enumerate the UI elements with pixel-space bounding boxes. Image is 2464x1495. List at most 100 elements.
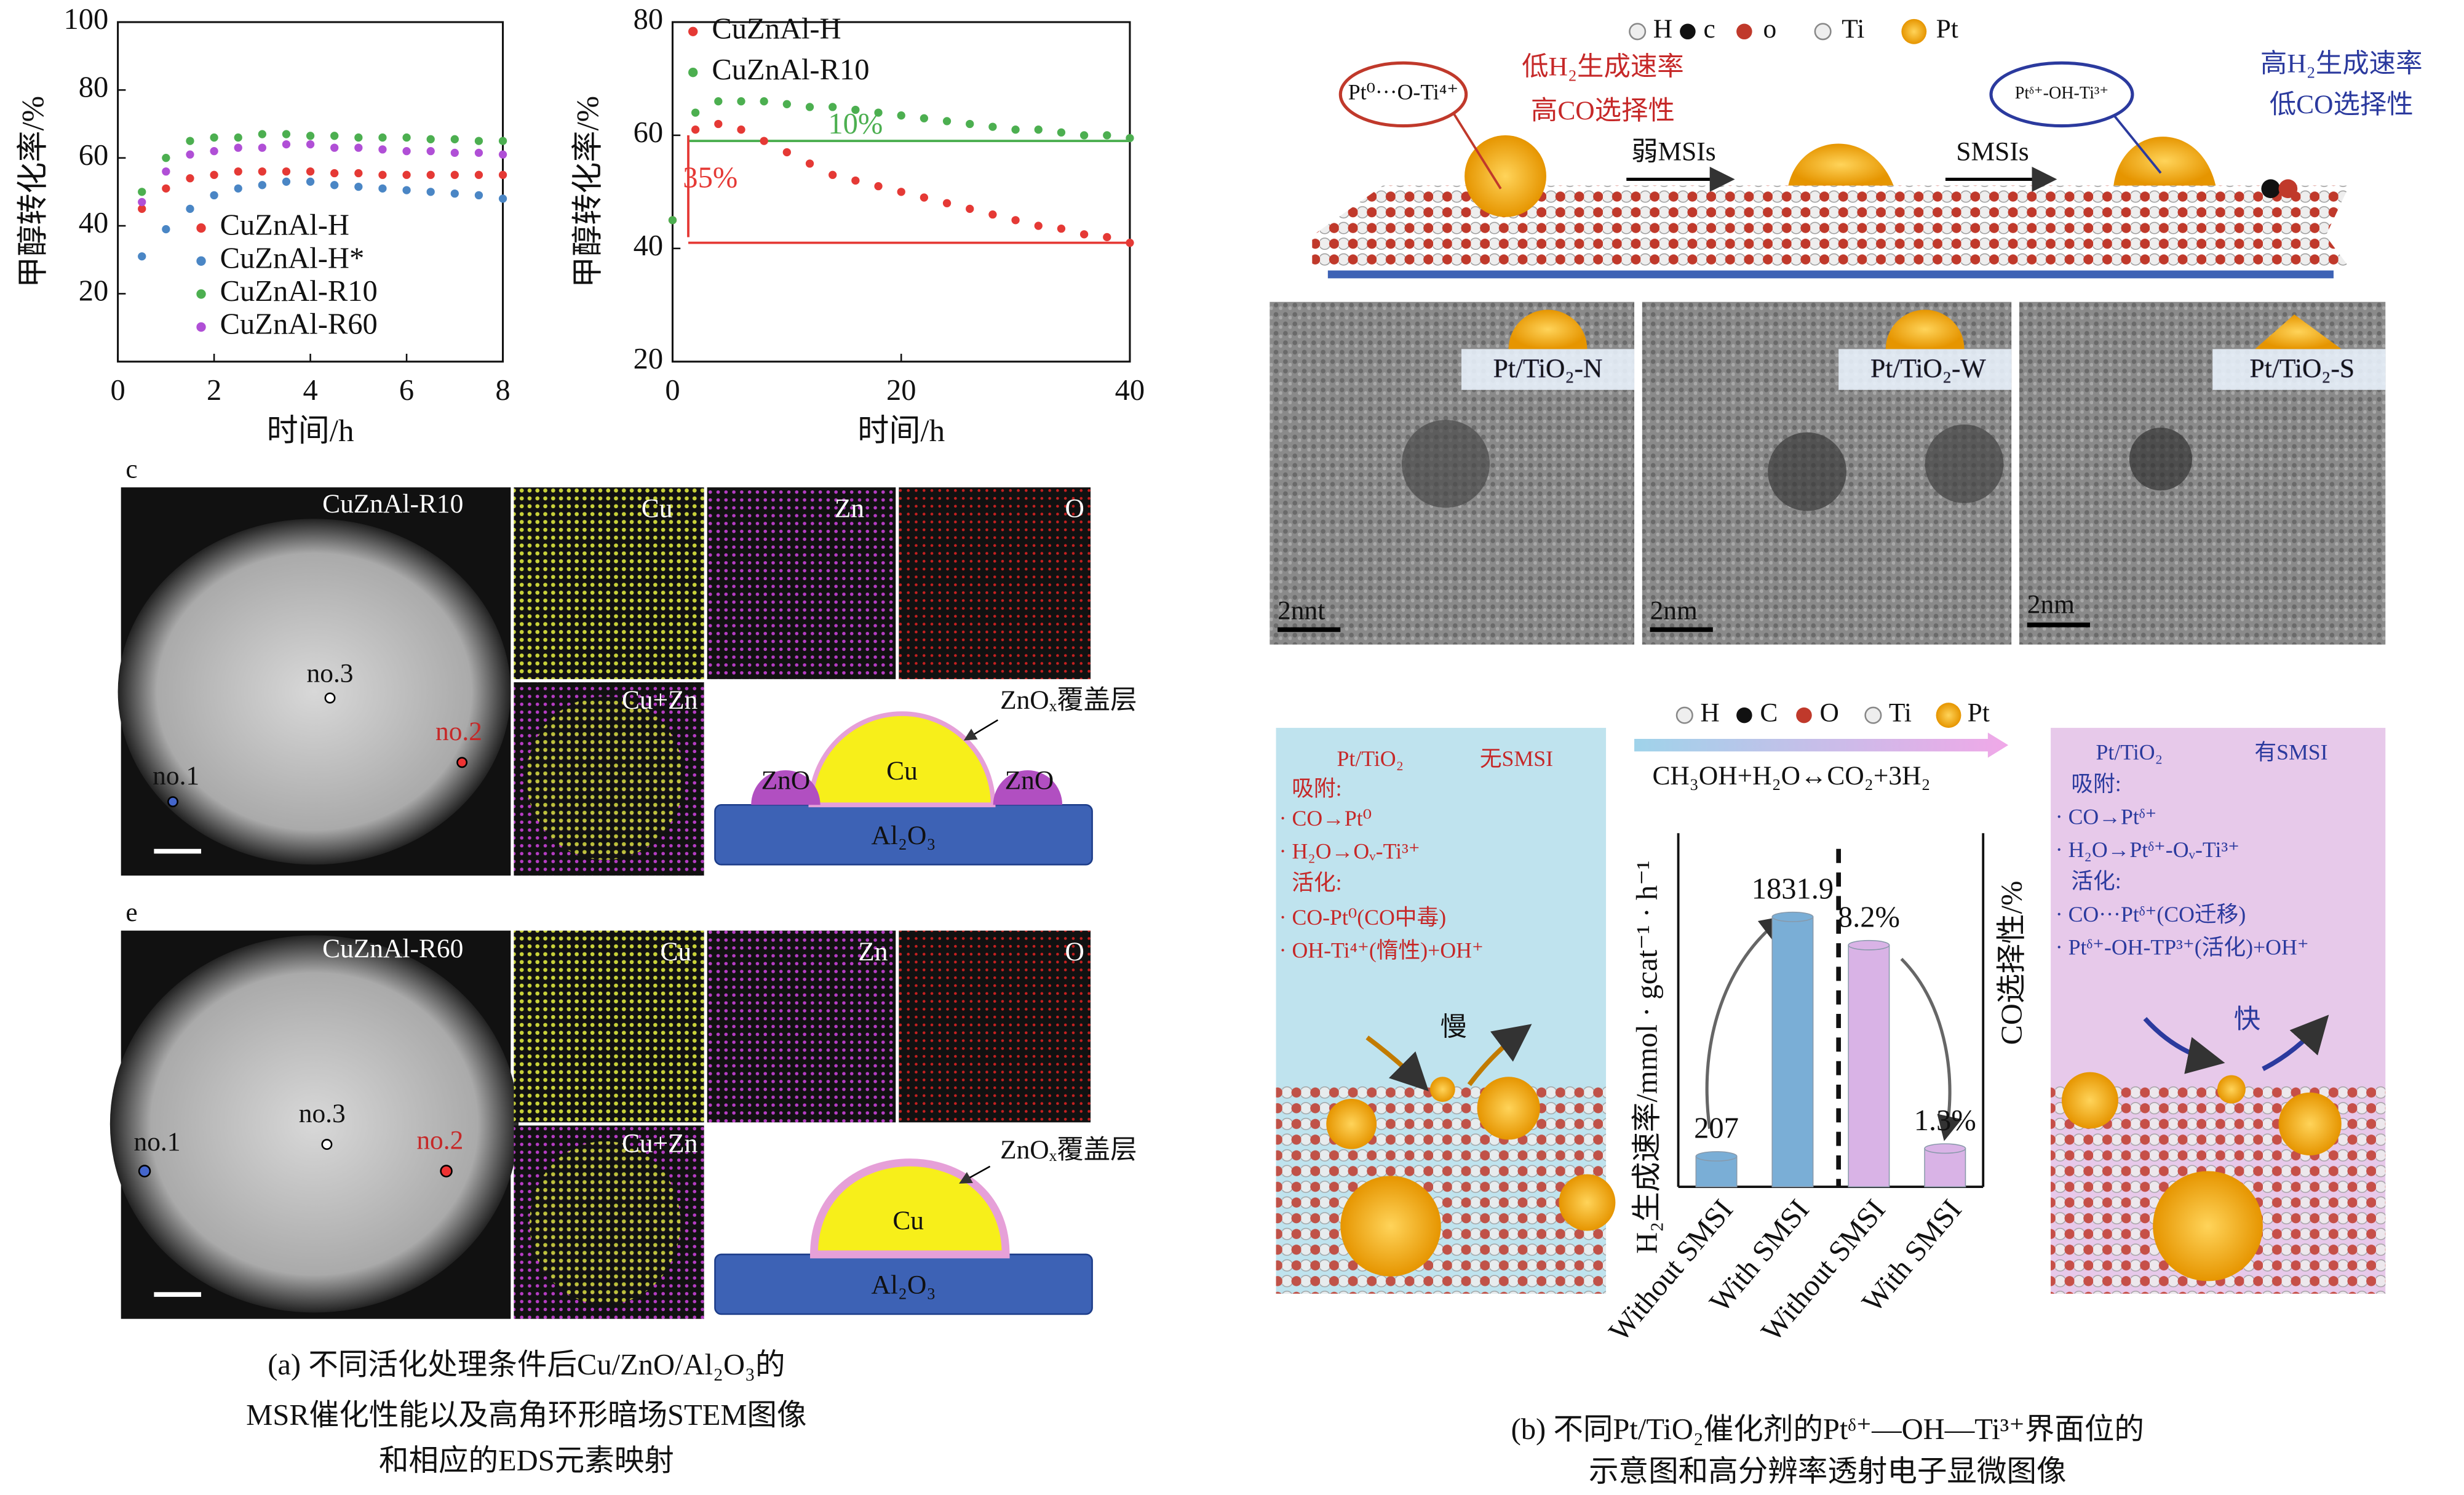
data-point xyxy=(1057,225,1066,233)
data-point xyxy=(474,137,483,145)
sample-label: CuZnAl-R60 xyxy=(322,934,463,963)
point-label: no.3 xyxy=(299,1099,346,1128)
box-line: · CO→Ptᵟ⁺ xyxy=(2056,804,2157,829)
data-point xyxy=(354,182,363,191)
callout xyxy=(1989,61,2134,128)
map-label: Cu xyxy=(660,937,691,967)
y-tick-label: 20 xyxy=(79,275,109,308)
data-point xyxy=(234,184,242,193)
eds-map xyxy=(899,487,1091,679)
eds-map xyxy=(899,930,1091,1123)
stem-block: c CuZnAl-R10 Cu Zn O Cu+Zn no.3 no.2 no.… xyxy=(117,455,1137,876)
pt-particle xyxy=(2113,137,2216,186)
legend-label: CuZnAl-R60 xyxy=(220,308,378,341)
equation: CH₃OH+H₂O↔CO₂+3H₂ xyxy=(1652,761,1930,791)
data-point xyxy=(1034,221,1043,230)
data-point xyxy=(258,181,266,189)
reaction: H C O Ti Pt CH₃OH+H₂O↔CO₂+3H₂ xyxy=(1634,698,2009,791)
layer-label: Cu xyxy=(886,756,918,786)
data-point xyxy=(210,133,218,142)
bar xyxy=(1848,944,1890,1187)
x-tick-label: Without SMSI xyxy=(1603,1194,1739,1348)
data-point xyxy=(829,170,837,179)
legend-marker xyxy=(196,256,206,266)
speed: 快 xyxy=(2234,1005,2260,1034)
box-line: · Ptᵟ⁺-OH-TP³⁺(活化)+OH⁺ xyxy=(2056,935,2309,960)
data-point xyxy=(1126,238,1134,247)
y-tick-label: 60 xyxy=(634,116,664,149)
cu-particle xyxy=(808,711,996,808)
data-point xyxy=(402,133,411,142)
panel-letter: e xyxy=(125,898,137,927)
map-label: Zn xyxy=(858,937,888,967)
caption: 示意图和高分辨率透射电子显微图像 xyxy=(1589,1456,2067,1488)
caption: 和相应的EDS元素映射 xyxy=(379,1445,674,1477)
bar-cap xyxy=(1771,911,1814,922)
panel-letter: c xyxy=(125,455,137,484)
data-point xyxy=(234,143,242,152)
data-point xyxy=(1011,126,1020,134)
data-point xyxy=(782,100,791,108)
cover-label: ZnOₓ覆盖层 xyxy=(1000,1135,1137,1165)
box-line: · CO-Pt⁰(CO中毒) xyxy=(1279,905,1447,930)
bar-cap xyxy=(1924,1143,1966,1154)
data-point xyxy=(306,132,315,140)
data-point xyxy=(426,170,435,179)
legend-marker xyxy=(196,322,206,332)
scale-label: 2nnt xyxy=(1278,596,1325,626)
data-point xyxy=(851,176,860,185)
sample-label: CuZnAl-R10 xyxy=(322,489,463,519)
data-point xyxy=(234,133,242,142)
data-point xyxy=(966,119,974,129)
data-point xyxy=(782,148,791,157)
bar-cap xyxy=(1848,939,1890,951)
data-point xyxy=(378,133,387,142)
legend-label: CuZnAl-R10 xyxy=(712,54,869,86)
box-line: 吸附: xyxy=(2071,771,2121,796)
data-point xyxy=(186,137,194,145)
data-point xyxy=(920,193,929,202)
data-point xyxy=(210,170,218,179)
point xyxy=(167,796,178,808)
layer-label: Al₂O₃ xyxy=(872,821,936,850)
y-tick-label: 40 xyxy=(79,207,109,239)
data-point xyxy=(258,130,266,138)
data-point xyxy=(714,119,723,129)
legend-label: CuZnAl-H* xyxy=(220,242,365,274)
data-point xyxy=(186,204,194,213)
data-point xyxy=(138,197,146,207)
data-point xyxy=(426,188,435,196)
box-state: 无SMSI xyxy=(1480,746,1553,771)
data-point xyxy=(162,154,170,162)
data-point xyxy=(474,170,483,179)
data-point xyxy=(426,135,435,143)
data-point xyxy=(737,126,745,134)
annotation: 10% xyxy=(828,108,883,140)
data-point xyxy=(162,225,170,234)
x-axis-label: 时间/h xyxy=(857,413,945,448)
data-point xyxy=(402,170,411,179)
point-label: no.2 xyxy=(435,717,482,746)
tem-row: Pt/TiO₂-N Pt/TiO₂-W Pt/TiO₂-S 2nnt 2nm 2… xyxy=(1270,301,2386,645)
data-point xyxy=(1079,230,1089,239)
trend-arrow xyxy=(1705,915,1786,1129)
data-point xyxy=(668,216,677,225)
legend-label: CuZnAl-R10 xyxy=(220,275,378,308)
legend-label: c xyxy=(1703,14,1715,44)
data-point xyxy=(354,143,363,152)
legend-label: Ti xyxy=(1842,14,1864,44)
bar-cap xyxy=(1695,1151,1738,1162)
layer-label: ZnO xyxy=(761,765,811,795)
x-tick-label: 20 xyxy=(886,374,916,407)
data-point xyxy=(897,111,905,120)
x-axis-label: 时间/h xyxy=(267,413,354,448)
bar xyxy=(1771,916,1814,1187)
x-tick-label: 40 xyxy=(1115,374,1145,407)
map-label: O xyxy=(1065,937,1084,967)
box-line: · CO→Pt⁰ xyxy=(1279,806,1372,831)
site-label: Pt⁰···O-Ti⁴⁺ xyxy=(1348,80,1458,105)
surface xyxy=(1312,185,2350,268)
data-point xyxy=(498,170,507,179)
data-point xyxy=(354,169,363,178)
